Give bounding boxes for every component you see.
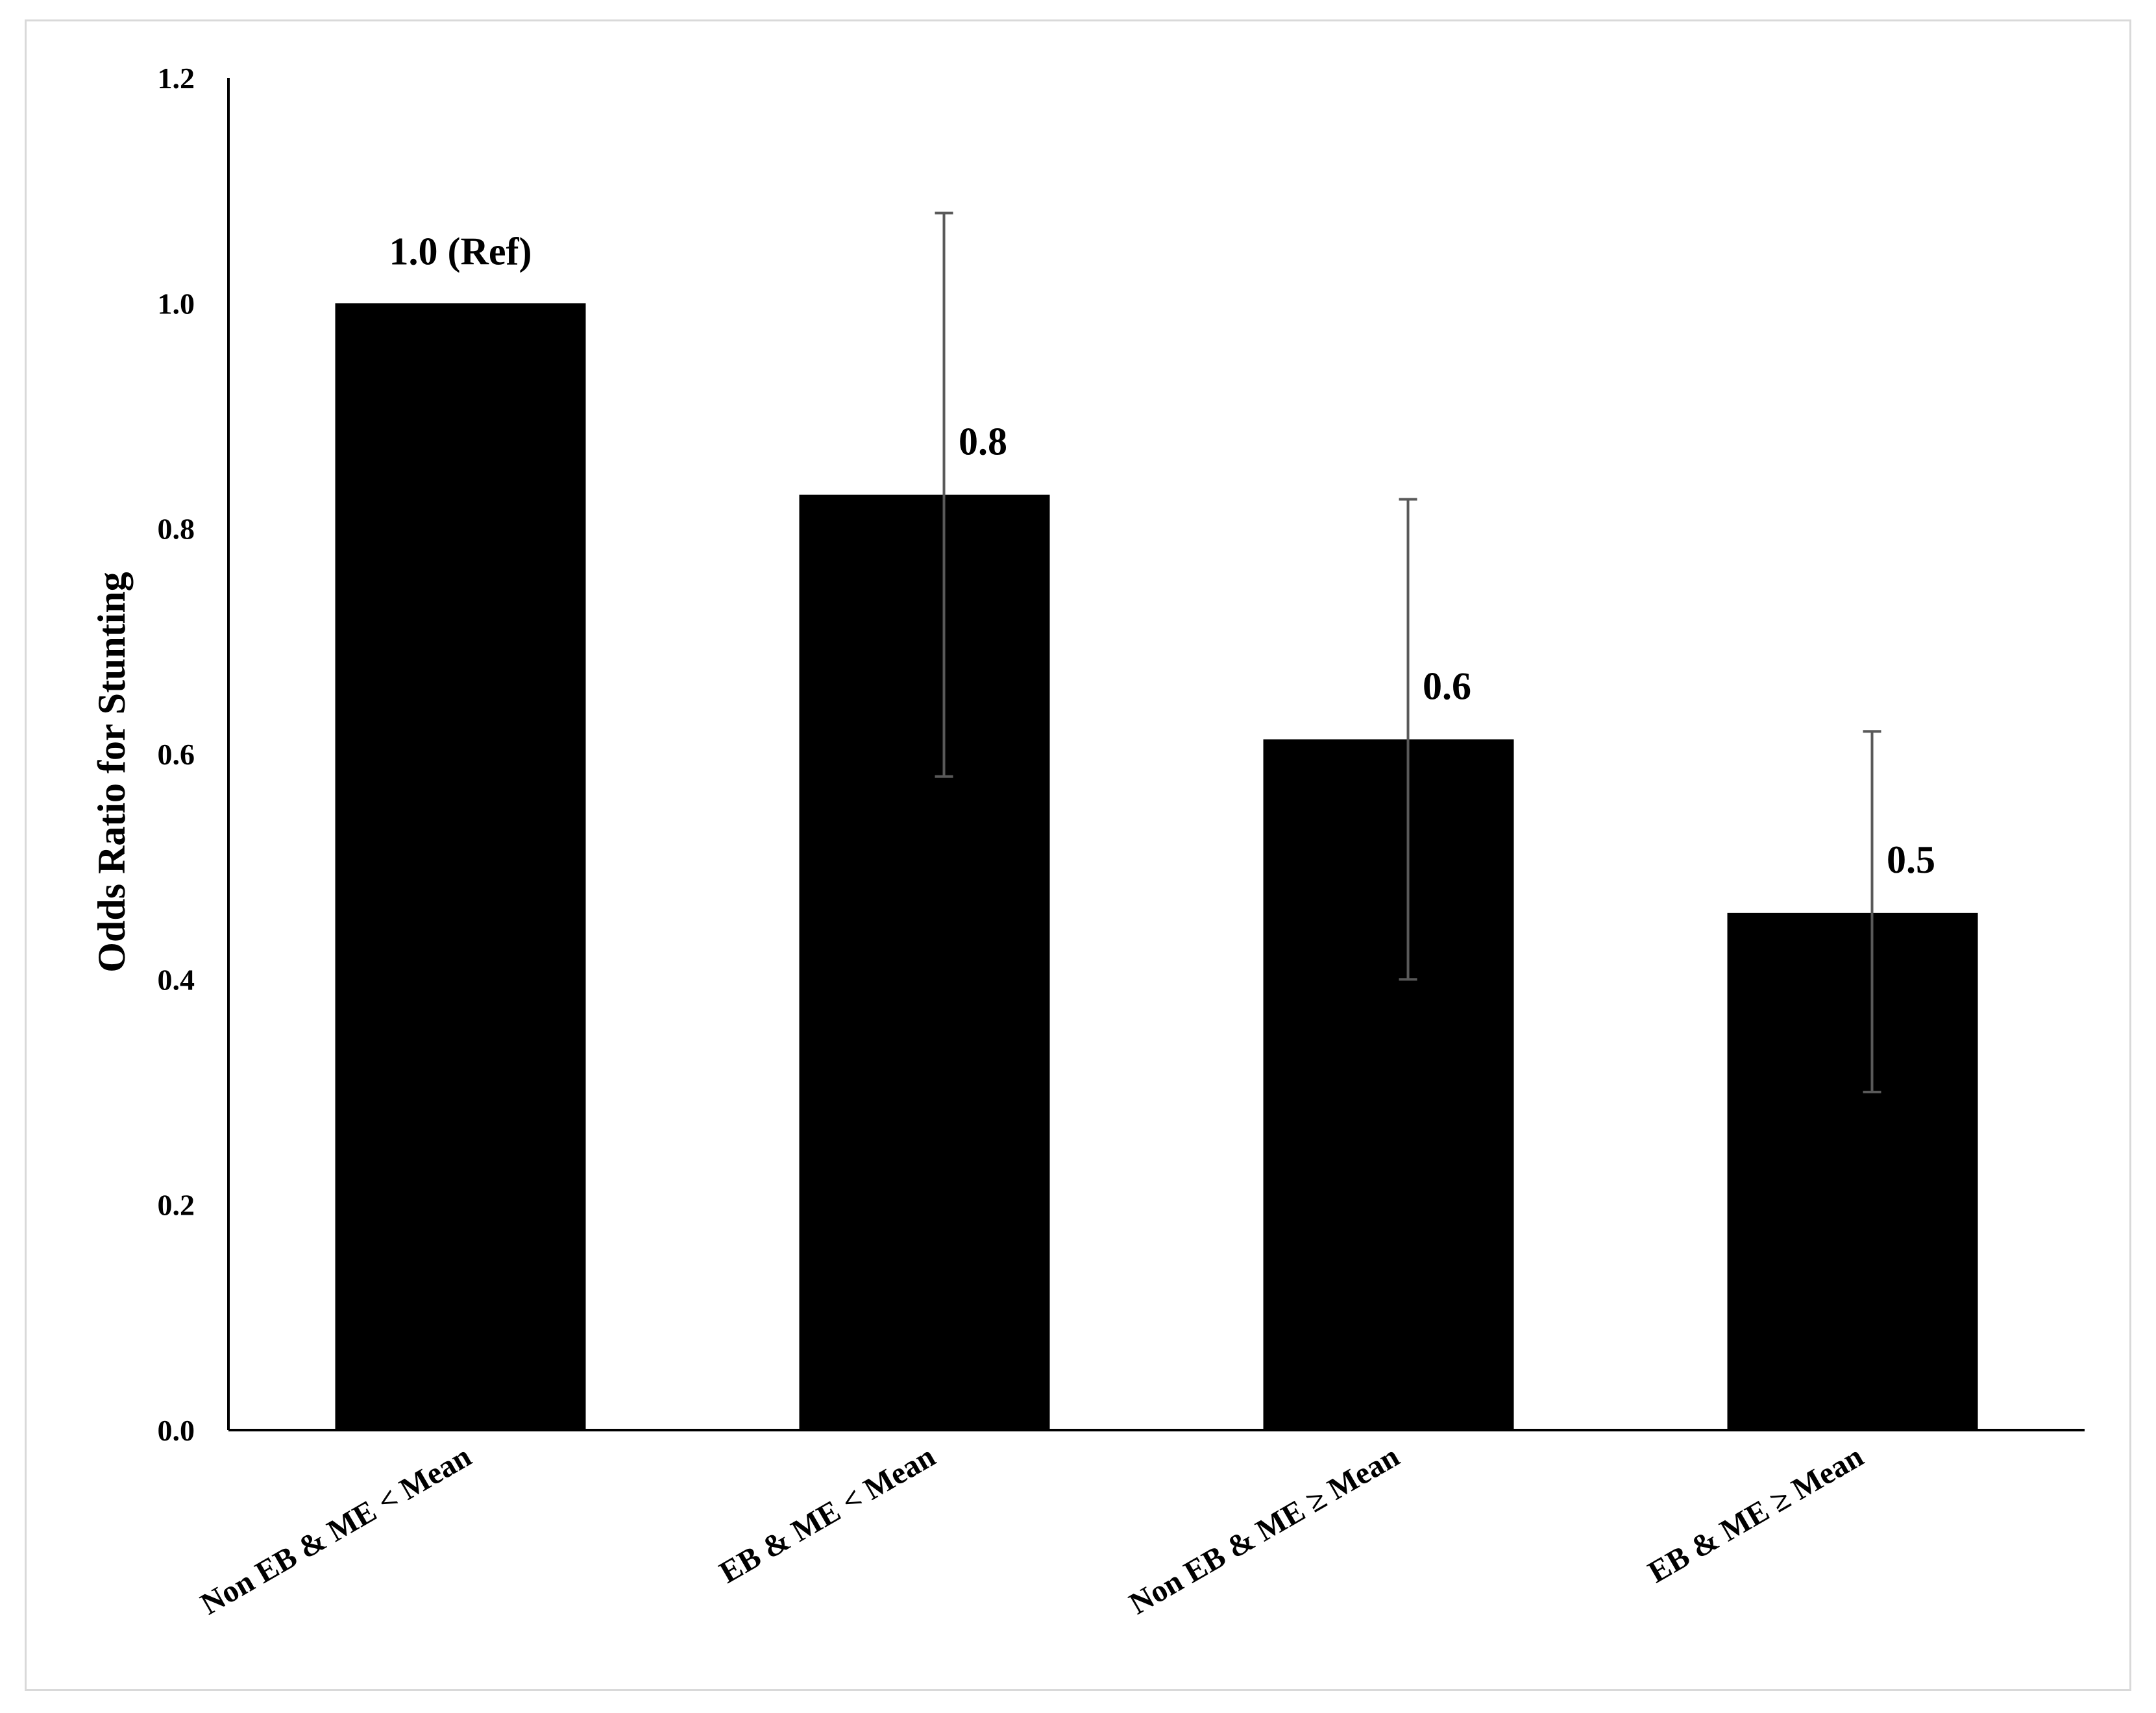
bar [799,494,1050,1430]
data-label: 0.5 [1887,838,1935,881]
bar [335,303,586,1430]
y-tick-label: 0.6 [158,738,195,771]
bars [335,303,1978,1430]
bar [1727,912,1978,1430]
data-label: 0.8 [959,420,1007,463]
x-tick-label: Non EB & ME < Mean [195,1439,477,1622]
y-axis: 0.0 0.2 0.4 0.6 0.8 1.0 1.2 [158,62,230,1447]
y-tick-label: 1.0 [158,287,195,320]
data-label: 0.6 [1423,664,1471,707]
data-labels: 1.0 (Ref) 0.8 0.6 0.5 [389,230,1935,881]
y-axis-title: Odds Ratio for Stunting [90,572,133,972]
y-tick-label: 0.2 [158,1189,195,1222]
y-tick-label: 1.2 [158,62,195,95]
x-tick-label: EB & ME < Mean [714,1439,941,1590]
x-axis: Non EB & ME < Mean EB & ME < Mean Non EB &… [195,1429,2085,1622]
data-label: 1.0 (Ref) [389,230,532,273]
y-tick-label: 0.0 [158,1414,195,1447]
y-tick-label: 0.4 [158,963,195,996]
y-tick-label: 0.8 [158,513,195,546]
error-bars [935,212,1881,1093]
x-tick-label: Non EB & ME ≥ Mean [1123,1439,1405,1622]
x-tick-label: EB & ME ≥ Mean [1642,1439,1869,1590]
bar [1263,739,1514,1430]
